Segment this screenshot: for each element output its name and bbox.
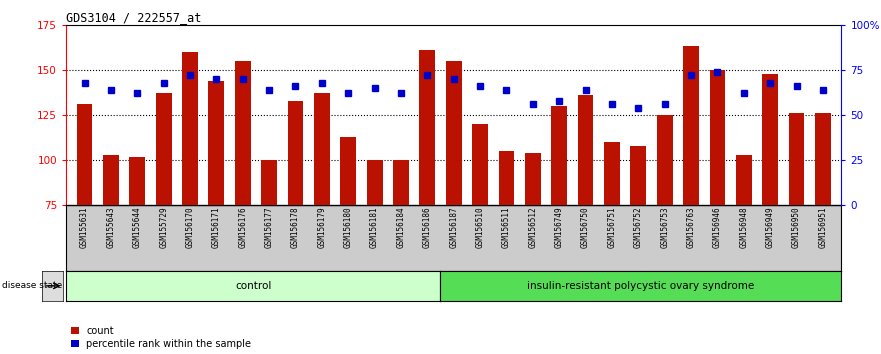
Bar [156,93,172,205]
Text: GDS3104 / 222557_at: GDS3104 / 222557_at [66,11,202,24]
Bar [366,160,382,205]
Bar [604,142,620,205]
Bar [709,70,725,205]
Bar [235,61,251,205]
Bar [261,160,277,205]
Bar [209,81,225,205]
Bar [525,153,541,205]
Bar [631,146,647,205]
Bar [552,106,567,205]
Bar [472,124,488,205]
Bar [314,93,329,205]
Bar [340,137,356,205]
Bar [446,61,462,205]
Bar [182,52,198,205]
Text: disease state: disease state [2,281,62,290]
Bar [656,115,672,205]
Bar [77,104,93,205]
Bar [788,113,804,205]
Bar [393,160,409,205]
Text: control: control [235,281,271,291]
Bar [762,74,778,205]
Text: insulin-resistant polycystic ovary syndrome: insulin-resistant polycystic ovary syndr… [527,281,754,291]
Bar [815,113,831,205]
Bar [287,101,303,205]
Bar [683,46,699,205]
Legend: count, percentile rank within the sample: count, percentile rank within the sample [71,326,251,349]
Bar [103,155,119,205]
Bar [499,151,515,205]
Bar [419,50,435,205]
Bar [578,95,594,205]
Bar [130,156,145,205]
Bar [736,155,751,205]
